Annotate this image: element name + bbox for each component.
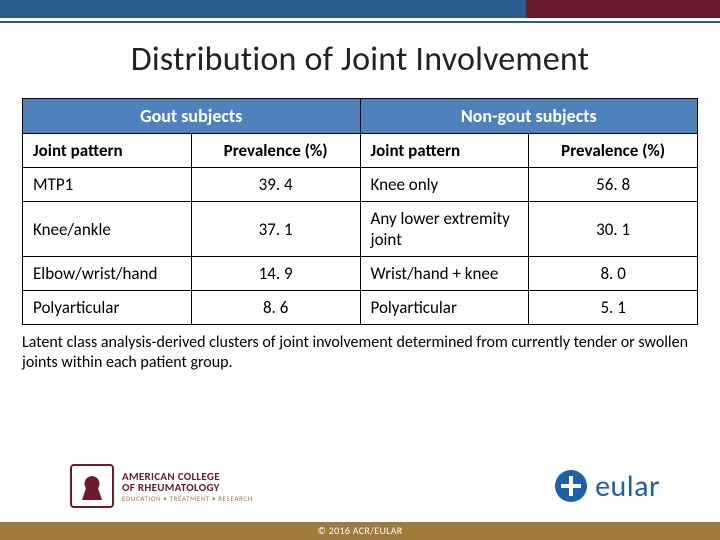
acr-logo-text: AMERICAN COLLEGE OF RHEUMATOLOGY EDUCATI… bbox=[122, 471, 253, 502]
acr-line3: EDUCATION • TREATMENT • RESEARCH bbox=[122, 495, 253, 502]
cell-gout-pattern: MTP1 bbox=[23, 168, 192, 202]
acr-logo: AMERICAN COLLEGE OF RHEUMATOLOGY EDUCATI… bbox=[70, 464, 253, 508]
acr-line1: AMERICAN COLLEGE bbox=[122, 471, 253, 482]
stripe-blue bbox=[0, 0, 526, 18]
group-header-gout: Gout subjects bbox=[23, 99, 361, 134]
cell-gout-pattern: Polyarticular bbox=[23, 291, 192, 325]
logos-row: AMERICAN COLLEGE OF RHEUMATOLOGY EDUCATI… bbox=[0, 464, 720, 508]
cell-non-pattern: Knee only bbox=[360, 168, 529, 202]
sub-header-non-pattern: Joint pattern bbox=[360, 134, 529, 168]
eular-logo: eular bbox=[555, 468, 660, 505]
cell-gout-pattern: Knee/ankle bbox=[23, 202, 192, 257]
stripe-maroon bbox=[526, 0, 720, 18]
cell-non-pattern: Wrist/hand + knee bbox=[360, 257, 529, 291]
cell-non-pattern: Polyarticular bbox=[360, 291, 529, 325]
table-row: Elbow/wrist/hand 14. 9 Wrist/hand + knee… bbox=[23, 257, 698, 291]
table-row: Polyarticular 8. 6 Polyarticular 5. 1 bbox=[23, 291, 698, 325]
acr-logo-icon bbox=[70, 464, 114, 508]
eular-word: eular bbox=[595, 468, 660, 505]
cell-non-prev: 30. 1 bbox=[529, 202, 698, 257]
group-header-nongout: Non-gout subjects bbox=[360, 99, 698, 134]
joint-table: Gout subjects Non-gout subjects Joint pa… bbox=[22, 98, 698, 325]
cell-non-prev: 5. 1 bbox=[529, 291, 698, 325]
cell-gout-prev: 14. 9 bbox=[191, 257, 360, 291]
table-row: Knee/ankle 37. 1 Any lower extremity joi… bbox=[23, 202, 698, 257]
slide-title: Distribution of Joint Involvement bbox=[20, 39, 700, 80]
cell-gout-prev: 37. 1 bbox=[191, 202, 360, 257]
table-row: MTP1 39. 4 Knee only 56. 8 bbox=[23, 168, 698, 202]
eular-logo-icon bbox=[555, 470, 587, 502]
sub-header-gout-prev: Prevalence (%) bbox=[191, 134, 360, 168]
group-header-row: Gout subjects Non-gout subjects bbox=[23, 99, 698, 134]
cell-non-pattern: Any lower extremity joint bbox=[360, 202, 529, 257]
cell-non-prev: 56. 8 bbox=[529, 168, 698, 202]
cell-gout-pattern: Elbow/wrist/hand bbox=[23, 257, 192, 291]
footnote: Latent class analysis-derived clusters o… bbox=[22, 333, 698, 373]
sub-header-non-prev: Prevalence (%) bbox=[529, 134, 698, 168]
header-thin-line bbox=[0, 21, 720, 23]
cell-gout-prev: 39. 4 bbox=[191, 168, 360, 202]
sub-header-row: Joint pattern Prevalence (%) Joint patte… bbox=[23, 134, 698, 168]
acr-line2: OF RHEUMATOLOGY bbox=[122, 482, 253, 493]
header-stripe bbox=[0, 0, 720, 18]
cell-gout-prev: 8. 6 bbox=[191, 291, 360, 325]
sub-header-gout-pattern: Joint pattern bbox=[23, 134, 192, 168]
cell-non-prev: 8. 0 bbox=[529, 257, 698, 291]
table-container: Gout subjects Non-gout subjects Joint pa… bbox=[22, 98, 698, 325]
copyright-bar: © 2016 ACR/EULAR bbox=[0, 522, 720, 540]
table-body: MTP1 39. 4 Knee only 56. 8 Knee/ankle 37… bbox=[23, 168, 698, 325]
